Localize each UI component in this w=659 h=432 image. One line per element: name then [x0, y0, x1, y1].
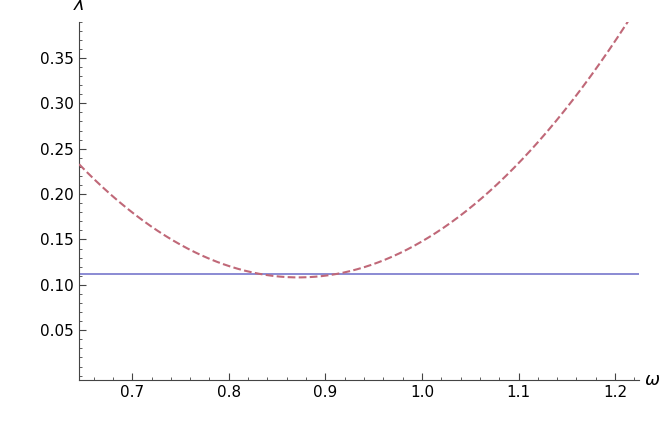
Text: ω: ω	[645, 371, 659, 389]
Text: λ: λ	[74, 0, 84, 14]
